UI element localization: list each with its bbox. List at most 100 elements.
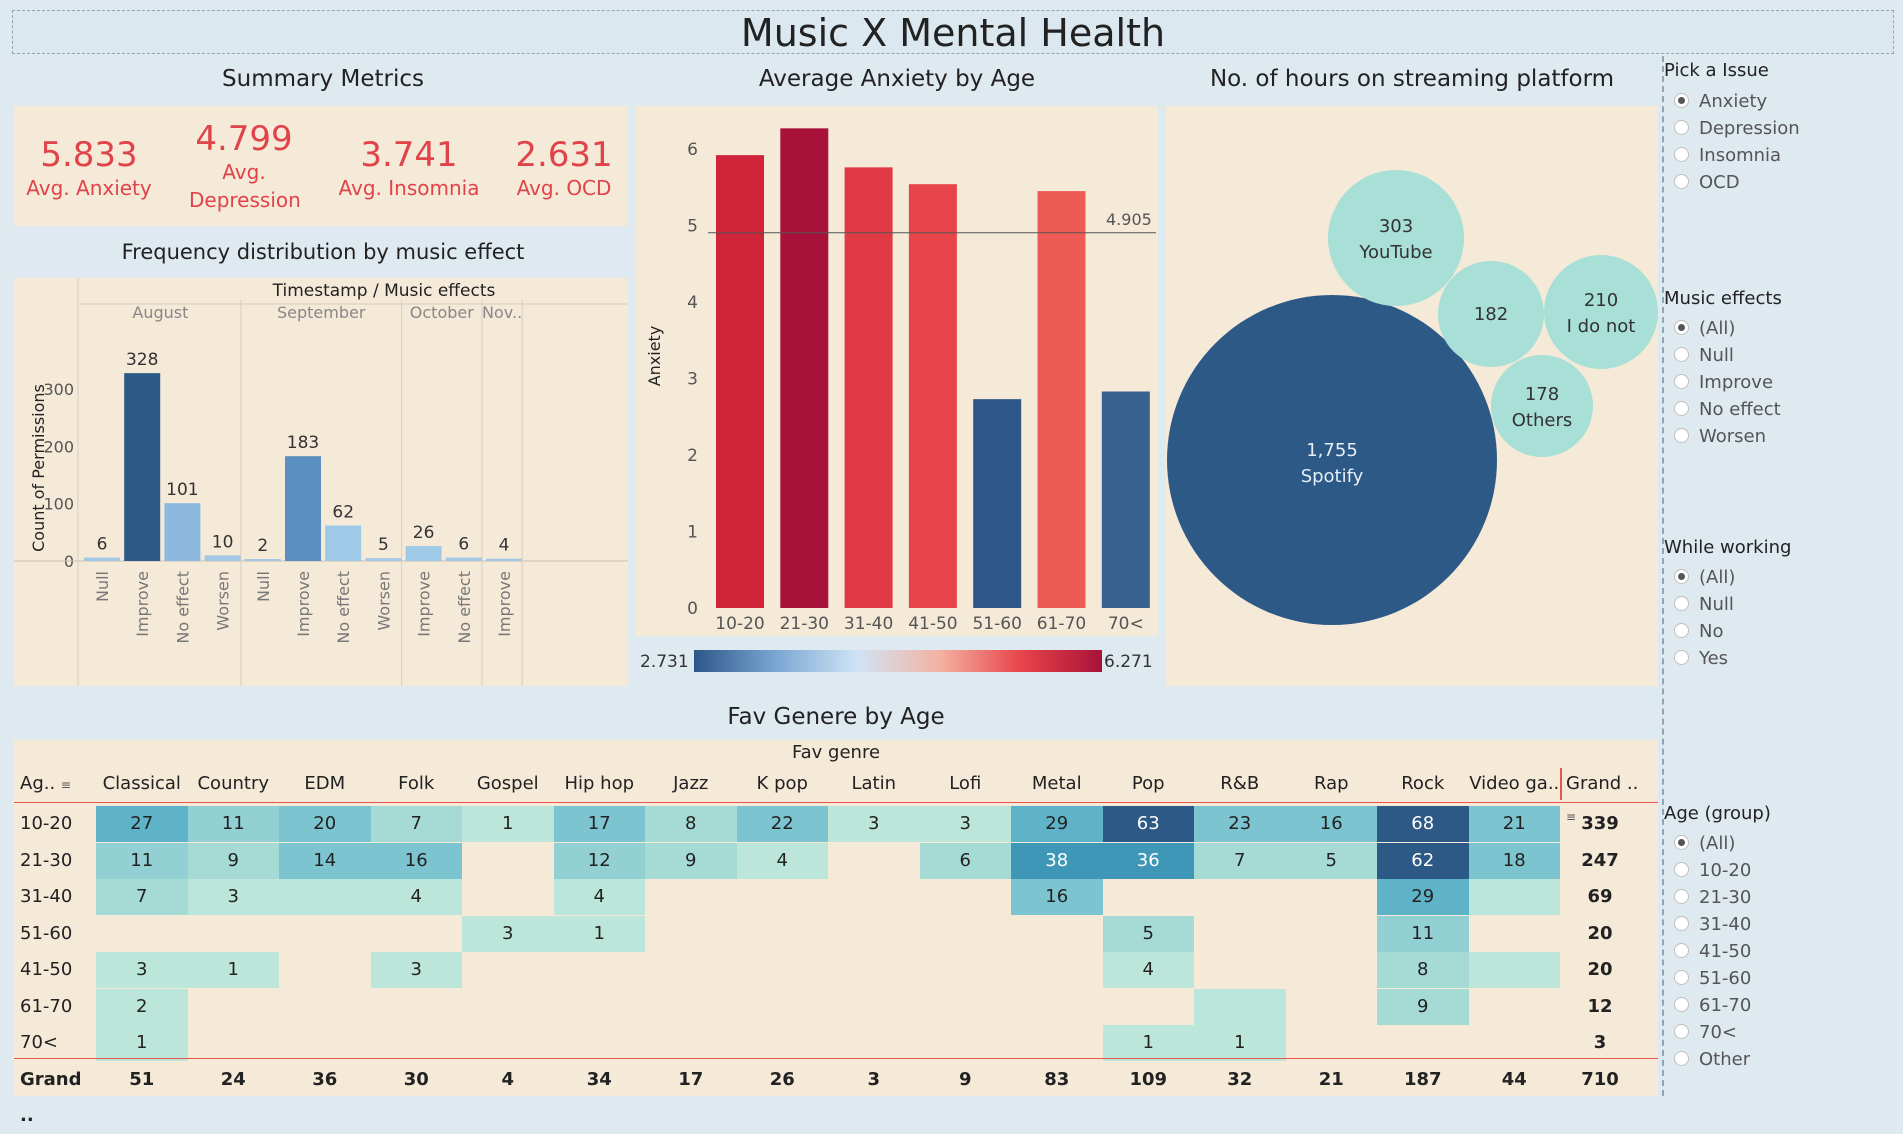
radio-button-icon[interactable] [1674, 649, 1689, 665]
genre-column-header[interactable]: R&B [1220, 773, 1260, 794]
heatmap-cell[interactable] [645, 916, 737, 952]
radio-button-icon[interactable] [1674, 834, 1689, 850]
heatmap-cell[interactable] [1194, 988, 1286, 1025]
heatmap-cell[interactable]: 4 [736, 842, 828, 879]
genre-column-header[interactable]: Metal [1031, 773, 1082, 794]
genre-column-header[interactable]: Video ga.. [1469, 773, 1560, 794]
heatmap-cell[interactable] [1011, 916, 1103, 952]
heatmap-cell[interactable] [554, 989, 646, 1025]
heatmap-cell[interactable] [371, 989, 463, 1025]
heatmap-cell[interactable] [462, 989, 554, 1025]
heatmap-cell[interactable]: 16 [1285, 806, 1377, 842]
radio-button-icon[interactable] [1674, 92, 1689, 108]
heatmap-cell[interactable] [188, 989, 280, 1025]
heatmap-cell[interactable]: 3 [919, 806, 1011, 842]
genre-column-header[interactable]: Country [197, 773, 269, 794]
genre-column-header[interactable]: Pop [1131, 773, 1165, 794]
radio-button-icon[interactable] [1674, 119, 1689, 135]
heatmap-cell[interactable] [1286, 989, 1378, 1025]
heatmap-cell[interactable] [1469, 989, 1561, 1025]
heatmap-cell[interactable]: 16 [370, 842, 462, 879]
radio-button-icon[interactable] [1674, 622, 1689, 638]
heatmap-cell[interactable] [1377, 1025, 1469, 1061]
heatmap-cell[interactable] [1469, 1025, 1561, 1061]
heatmap-cell[interactable] [1103, 989, 1195, 1025]
heatmap-cell[interactable] [279, 952, 371, 988]
heatmap-cell[interactable]: 3 [462, 915, 554, 952]
genre-column-header[interactable]: Jazz [673, 773, 709, 794]
heatmap-cell[interactable]: 5 [1285, 842, 1377, 879]
heatmap-cell[interactable] [279, 989, 371, 1025]
heatmap-cell[interactable] [1468, 952, 1560, 988]
heatmap-cell[interactable] [279, 879, 371, 915]
heatmap-cell[interactable]: 11 [1377, 915, 1469, 952]
heatmap-cell[interactable] [279, 916, 371, 952]
filter-issue-option-insomnia[interactable]: Insomnia [1674, 143, 1781, 169]
filter-age-option-10-20[interactable]: 10-20 [1674, 858, 1751, 884]
filter-age-option-41-50[interactable]: 41-50 [1674, 939, 1751, 965]
heatmap-cell[interactable]: 1 [553, 915, 645, 952]
filter-age-option-70[interactable]: 70< [1674, 1020, 1737, 1046]
heatmap-cell[interactable] [737, 952, 829, 988]
heatmap-cell[interactable]: 29 [1377, 879, 1469, 915]
radio-button-icon[interactable] [1674, 861, 1689, 877]
genre-column-header[interactable]: Hip hop [564, 773, 635, 794]
heatmap-cell[interactable] [737, 916, 829, 952]
radio-button-icon[interactable] [1674, 969, 1689, 985]
heatmap-cell[interactable] [828, 1025, 920, 1061]
radio-button-icon[interactable] [1674, 173, 1689, 189]
heatmap-cell[interactable] [279, 1025, 371, 1061]
heatmap-cell[interactable] [645, 1025, 737, 1061]
heatmap-cell[interactable]: 29 [1011, 806, 1103, 842]
heatmap-cell[interactable]: 5 [1102, 915, 1194, 952]
heatmap-cell[interactable] [1469, 916, 1561, 952]
heatmap-cell[interactable] [828, 916, 920, 952]
filter-effects-option-worsen[interactable]: Worsen [1674, 424, 1766, 450]
heatmap-cell[interactable] [1103, 879, 1195, 915]
heatmap-cell[interactable]: 8 [645, 806, 737, 842]
heatmap-cell[interactable] [462, 843, 554, 879]
age-column-header[interactable]: Ag.. ≡ [20, 768, 80, 800]
genre-column-header[interactable]: Latin [851, 773, 897, 794]
genre-column-header[interactable]: Gospel [476, 773, 539, 794]
heatmap-cell[interactable]: 11 [187, 806, 279, 842]
heatmap-cell[interactable] [828, 952, 920, 988]
heatmap-cell[interactable]: 1 [462, 806, 554, 842]
heatmap-cell[interactable] [462, 952, 554, 988]
filter-age-option-51-60[interactable]: 51-60 [1674, 966, 1751, 992]
filter-age-option-61-70[interactable]: 61-70 [1674, 993, 1751, 1019]
heatmap-cell[interactable] [920, 1025, 1012, 1061]
heatmap-cell[interactable] [1194, 952, 1286, 988]
genre-column-header[interactable]: Classical [102, 773, 181, 794]
heatmap-cell[interactable]: 7 [1194, 842, 1286, 879]
radio-button-icon[interactable] [1674, 568, 1689, 584]
filter-issue-option-ocd[interactable]: OCD [1674, 170, 1740, 196]
grand-total-column-header[interactable]: Grand .. ≡ [1560, 768, 1654, 824]
heatmap-cell[interactable]: 9 [1377, 988, 1469, 1025]
filter-working-option-no[interactable]: No [1674, 619, 1723, 645]
sort-icon[interactable]: ≡ [1566, 810, 1577, 824]
heatmap-cell[interactable]: 4 [553, 879, 645, 915]
filter-working-option-yes[interactable]: Yes [1674, 646, 1728, 672]
radio-button-icon[interactable] [1674, 996, 1689, 1012]
heatmap-cell[interactable] [645, 879, 737, 915]
heatmap-cell[interactable]: 3 [187, 879, 279, 915]
radio-button-icon[interactable] [1674, 346, 1689, 362]
heatmap-cell[interactable] [828, 989, 920, 1025]
genre-column-header[interactable]: EDM [304, 773, 346, 794]
heatmap-cell[interactable] [920, 879, 1012, 915]
heatmap-cell[interactable]: 63 [1102, 806, 1194, 842]
heatmap-cell[interactable]: 36 [1102, 842, 1194, 879]
heatmap-cell[interactable] [1011, 989, 1103, 1025]
heatmap-cell[interactable]: 11 [96, 842, 188, 879]
heatmap-cell[interactable]: 38 [1011, 842, 1103, 879]
heatmap-cell[interactable]: 20 [279, 806, 371, 842]
heatmap-cell[interactable]: 16 [1011, 879, 1103, 915]
filter-issue-option-anxiety[interactable]: Anxiety [1674, 89, 1767, 115]
genre-column-header[interactable]: Rock [1401, 773, 1445, 794]
radio-button-icon[interactable] [1674, 888, 1689, 904]
heatmap-cell[interactable] [96, 916, 188, 952]
radio-button-icon[interactable] [1674, 427, 1689, 443]
filter-effects-option-improve[interactable]: Improve [1674, 370, 1773, 396]
filter-working-option-null[interactable]: Null [1674, 592, 1734, 618]
